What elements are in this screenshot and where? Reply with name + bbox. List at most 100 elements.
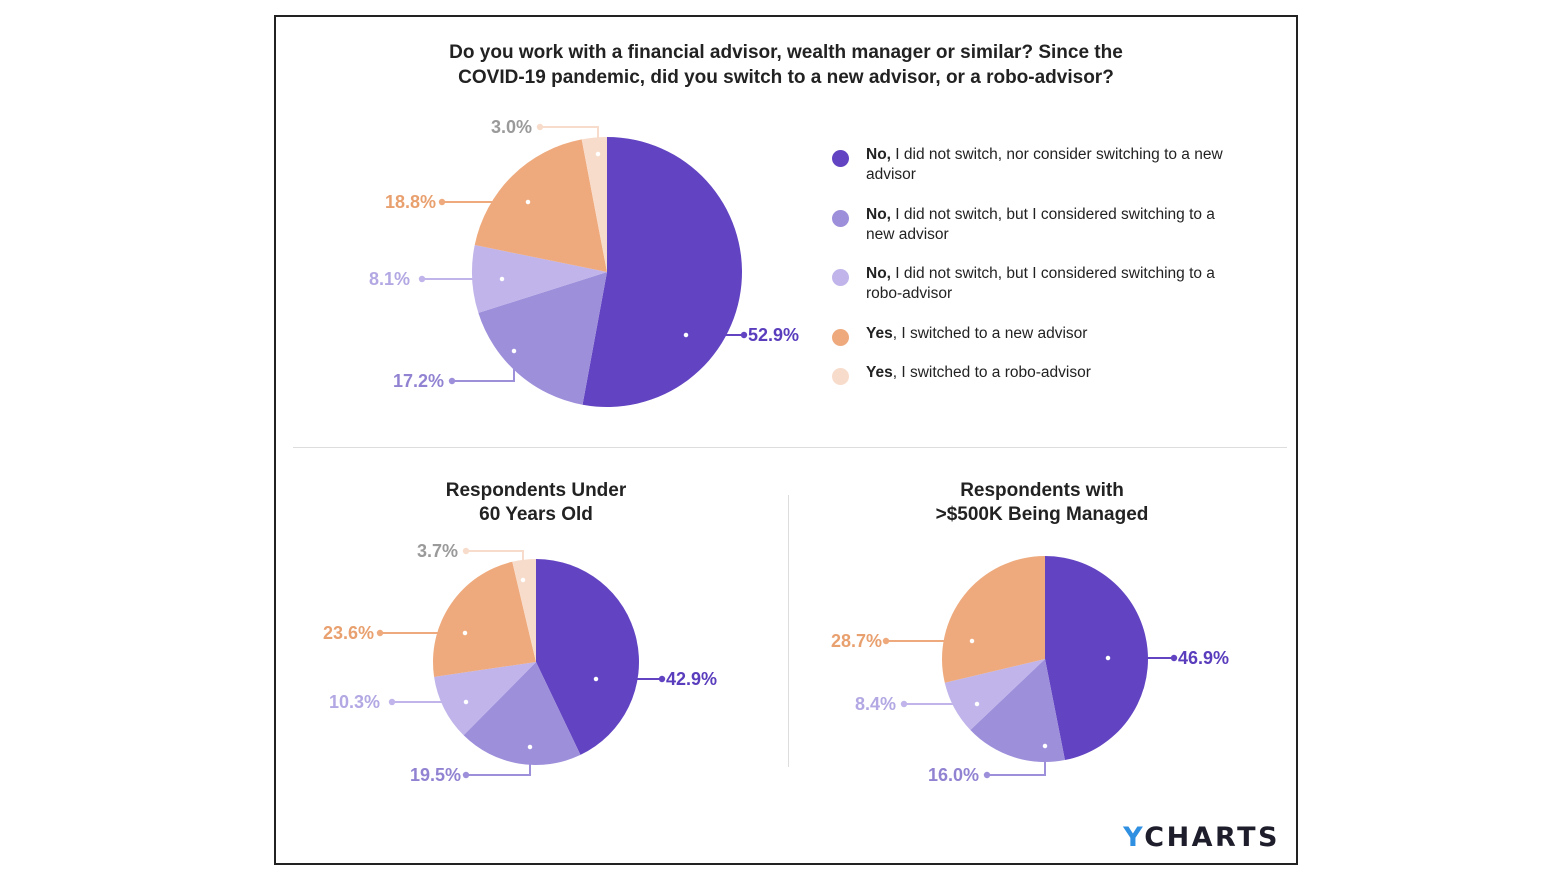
legend-item: Yes, I switched to a robo-advisor [832, 363, 1242, 385]
pie-slice [536, 559, 639, 755]
legend-text: I did not switch, nor consider switching… [866, 146, 1223, 183]
data-label: 18.8% [385, 192, 436, 212]
leader-anchor [524, 198, 532, 206]
legend-swatch [832, 150, 849, 167]
leader-anchor [462, 698, 470, 706]
leader-end [1170, 654, 1178, 662]
under-60-title-line-1: Respondents Under [445, 480, 627, 501]
data-label: 46.9% [1178, 648, 1229, 668]
under-60-chart-title: Respondents Under 60 Years Old [286, 479, 786, 527]
over-500k-title-line-1: Respondents with [960, 480, 1124, 501]
pie-slice [582, 137, 743, 407]
pie-slice [581, 137, 607, 272]
pie-slice [970, 659, 1065, 762]
pie-slice [942, 556, 1045, 683]
leader-anchor [594, 150, 602, 158]
leader-anchor [592, 675, 600, 683]
vertical-divider [788, 495, 789, 767]
leader-end [376, 629, 384, 637]
logo-rest: CHARTS [1144, 822, 1280, 853]
leader-end [536, 123, 544, 131]
leader-anchor [461, 629, 469, 637]
pie-slice [1045, 556, 1149, 761]
leader-anchor [968, 637, 976, 645]
legend-item: Yes, I switched to a new advisor [832, 324, 1242, 346]
chart-frame: Do you work with a financial advisor, we… [274, 15, 1298, 865]
main-title-line-2: COVID-19 pandemic, did you switch to a n… [458, 67, 1114, 88]
legend-swatch [832, 269, 849, 286]
leader-line [466, 550, 524, 580]
legend-swatch [832, 368, 849, 385]
legend-bold-text: No, [866, 205, 891, 223]
pie-chart-1: 42.9% 19.5% 10.3% 23.6% 3.7% [323, 541, 717, 785]
legend-bold-text: Yes [866, 364, 893, 381]
leader-anchor [519, 576, 527, 584]
leader-end [882, 637, 890, 645]
pie-slice [474, 139, 607, 272]
data-label: 52.9% [748, 325, 799, 345]
data-label: 8.4% [855, 694, 896, 714]
leader-anchor [1041, 742, 1049, 750]
under-60-title-line-2: 60 Years Old [479, 504, 593, 525]
data-label: 8.1% [369, 269, 410, 289]
leader-end [658, 675, 666, 683]
data-label: 17.2% [393, 371, 444, 391]
leader-end [900, 700, 908, 708]
data-label: 42.9% [666, 669, 717, 689]
legend-text: I did not switch, but I considered switc… [866, 205, 1215, 243]
legend-bold-text: No, [866, 146, 891, 163]
leader-line [987, 746, 1046, 776]
legend-text: I did not switch, but I considered switc… [866, 265, 1215, 302]
leader-anchor [498, 275, 506, 283]
pie-slice [512, 559, 536, 662]
pie-slice [434, 662, 536, 736]
leader-anchor [682, 331, 690, 339]
legend-text: , I switched to a robo-advisor [892, 364, 1091, 381]
over-500k-chart-title: Respondents with >$500K Being Managed [792, 479, 1292, 527]
data-label: 10.3% [329, 692, 380, 712]
legend-text: , I switched to a new advisor [892, 324, 1088, 342]
leader-line [466, 747, 531, 776]
leader-end [462, 547, 470, 555]
main-chart-title: Do you work with a financial advisor, we… [276, 40, 1296, 90]
legend-item: No, I did not switch, but I considered s… [832, 264, 1242, 304]
pie-slice [433, 561, 536, 677]
pie-slice [463, 662, 581, 765]
horizontal-divider [293, 447, 1287, 448]
legend-item: No, I did not switch, but I considered s… [832, 205, 1242, 245]
pie-slice [944, 659, 1045, 730]
leader-end [418, 275, 426, 283]
data-label: 3.0% [491, 117, 532, 137]
ycharts-logo: YCHARTS [1123, 822, 1280, 853]
data-label: 16.0% [928, 765, 979, 785]
pie-slice [472, 245, 607, 313]
leader-end [388, 698, 396, 706]
legend: No, I did not switch, nor consider switc… [832, 145, 1242, 403]
data-label: 3.7% [417, 541, 458, 561]
legend-item: No, I did not switch, nor consider switc… [832, 145, 1242, 185]
main-title-line-1: Do you work with a financial advisor, we… [449, 42, 1123, 63]
pie-chart-2: 46.9% 16.0% 8.4% 28.7% [831, 556, 1229, 785]
legend-bold-text: Yes [866, 324, 893, 342]
leader-end [983, 771, 991, 779]
data-label: 28.7% [831, 631, 882, 651]
leader-end [462, 771, 470, 779]
logo-y: Y [1123, 822, 1145, 853]
leader-end [438, 198, 446, 206]
leader-line [540, 126, 599, 154]
leader-anchor [973, 700, 981, 708]
over-500k-title-line-2: >$500K Being Managed [935, 504, 1149, 525]
legend-swatch [832, 209, 849, 227]
pie-charts: 52.9% 17.2% 8.1% 18.8% 3.0% 42.9% 19.5% 10.3% 23… [323, 117, 1229, 785]
legend-swatch [832, 328, 849, 346]
data-label: 19.5% [410, 765, 461, 785]
leader-anchor [1104, 654, 1112, 662]
legend-bold-text: No, [866, 265, 891, 282]
data-label: 23.6% [323, 623, 374, 643]
pie-chart-0: 52.9% 17.2% 8.1% 18.8% 3.0% [369, 117, 799, 407]
pie-slice [478, 272, 607, 405]
leader-end [740, 331, 748, 339]
leader-anchor [526, 743, 534, 751]
leader-end [448, 377, 456, 385]
leader-line [452, 351, 515, 382]
